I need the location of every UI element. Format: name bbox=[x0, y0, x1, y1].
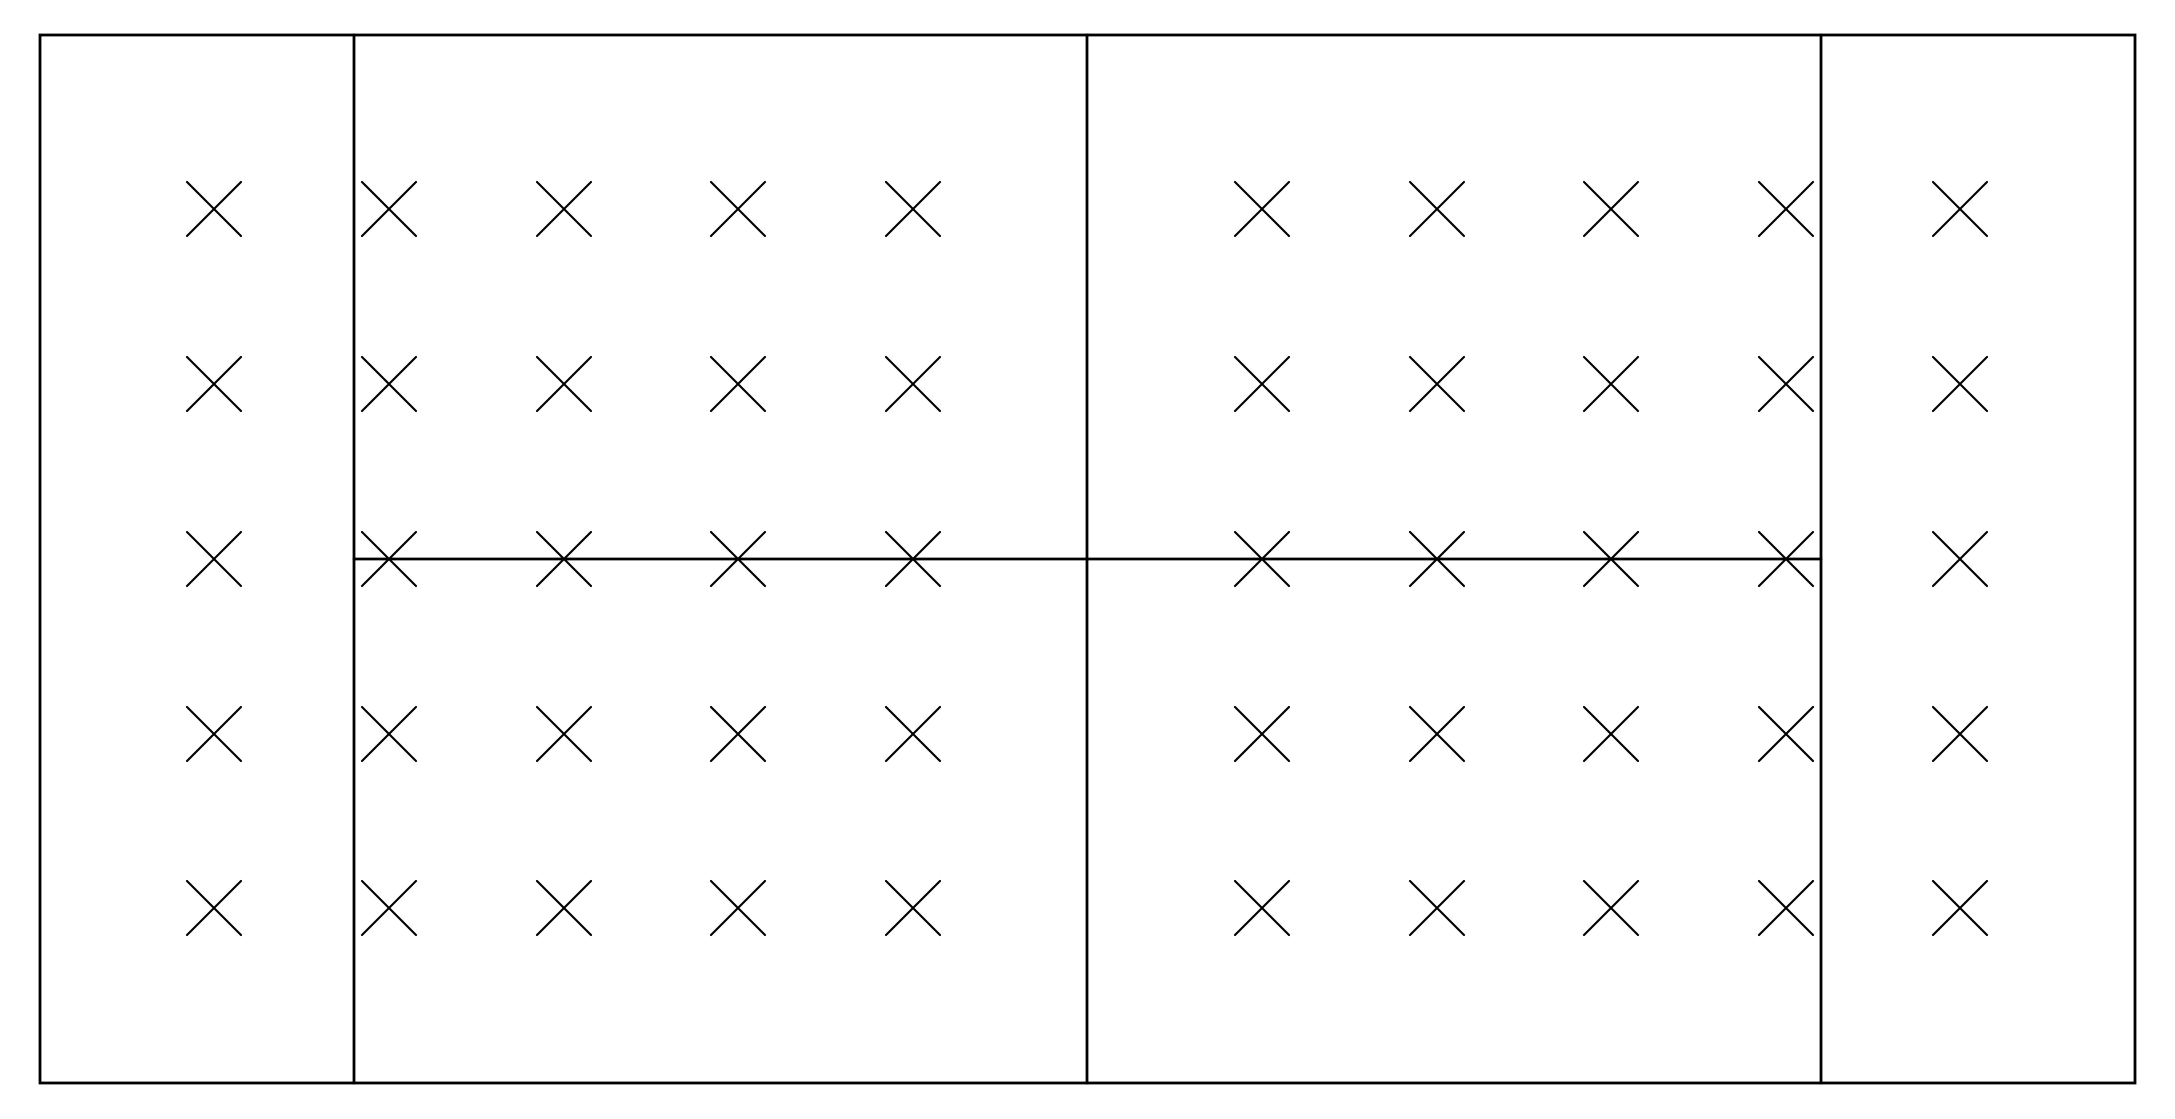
cross-icon bbox=[1233, 180, 1291, 238]
cross-icon bbox=[1233, 879, 1291, 937]
cross-icon bbox=[360, 879, 418, 937]
cross-icon bbox=[360, 355, 418, 413]
cross-icon bbox=[535, 355, 593, 413]
cross-icon bbox=[1408, 355, 1466, 413]
cross-icon bbox=[185, 705, 243, 763]
cross-icon bbox=[1582, 355, 1640, 413]
cross-icon bbox=[1757, 879, 1815, 937]
cross-icon bbox=[884, 355, 942, 413]
cross-icon bbox=[360, 705, 418, 763]
cross-icon bbox=[1582, 879, 1640, 937]
cross-icon bbox=[1582, 530, 1640, 588]
cross-icon bbox=[1233, 530, 1291, 588]
cross-icon bbox=[1408, 530, 1466, 588]
cross-icon bbox=[709, 705, 767, 763]
cross-icon bbox=[185, 355, 243, 413]
cross-icon bbox=[360, 180, 418, 238]
cross-icon bbox=[1931, 879, 1989, 937]
cross-icon bbox=[884, 879, 942, 937]
cross-icon bbox=[535, 879, 593, 937]
cross-icon bbox=[1757, 705, 1815, 763]
cross-icon bbox=[1233, 355, 1291, 413]
cross-icon bbox=[884, 705, 942, 763]
cross-icon bbox=[185, 180, 243, 238]
cross-icon bbox=[1408, 705, 1466, 763]
cross-icon bbox=[535, 705, 593, 763]
cross-icon bbox=[1582, 705, 1640, 763]
cross-icon bbox=[709, 879, 767, 937]
cross-icon bbox=[884, 530, 942, 588]
cross-icon bbox=[709, 530, 767, 588]
cross-icon bbox=[1408, 180, 1466, 238]
cross-icon bbox=[1408, 879, 1466, 937]
cross-icon bbox=[709, 180, 767, 238]
cross-icon bbox=[1233, 705, 1291, 763]
cross-icon bbox=[1582, 180, 1640, 238]
cross-icon bbox=[1931, 355, 1989, 413]
diagram-frame bbox=[38, 33, 2137, 1085]
cross-icon bbox=[1757, 530, 1815, 588]
cross-marks bbox=[185, 180, 1989, 937]
cross-icon bbox=[185, 530, 243, 588]
cross-icon bbox=[535, 530, 593, 588]
cross-icon bbox=[185, 879, 243, 937]
cross-icon bbox=[360, 530, 418, 588]
cross-icon bbox=[884, 180, 942, 238]
cross-icon bbox=[1931, 705, 1989, 763]
cross-icon bbox=[1931, 180, 1989, 238]
cross-icon bbox=[1757, 180, 1815, 238]
cross-icon bbox=[1757, 355, 1815, 413]
cross-icon bbox=[1931, 530, 1989, 588]
cross-icon bbox=[709, 355, 767, 413]
cross-icon bbox=[535, 180, 593, 238]
